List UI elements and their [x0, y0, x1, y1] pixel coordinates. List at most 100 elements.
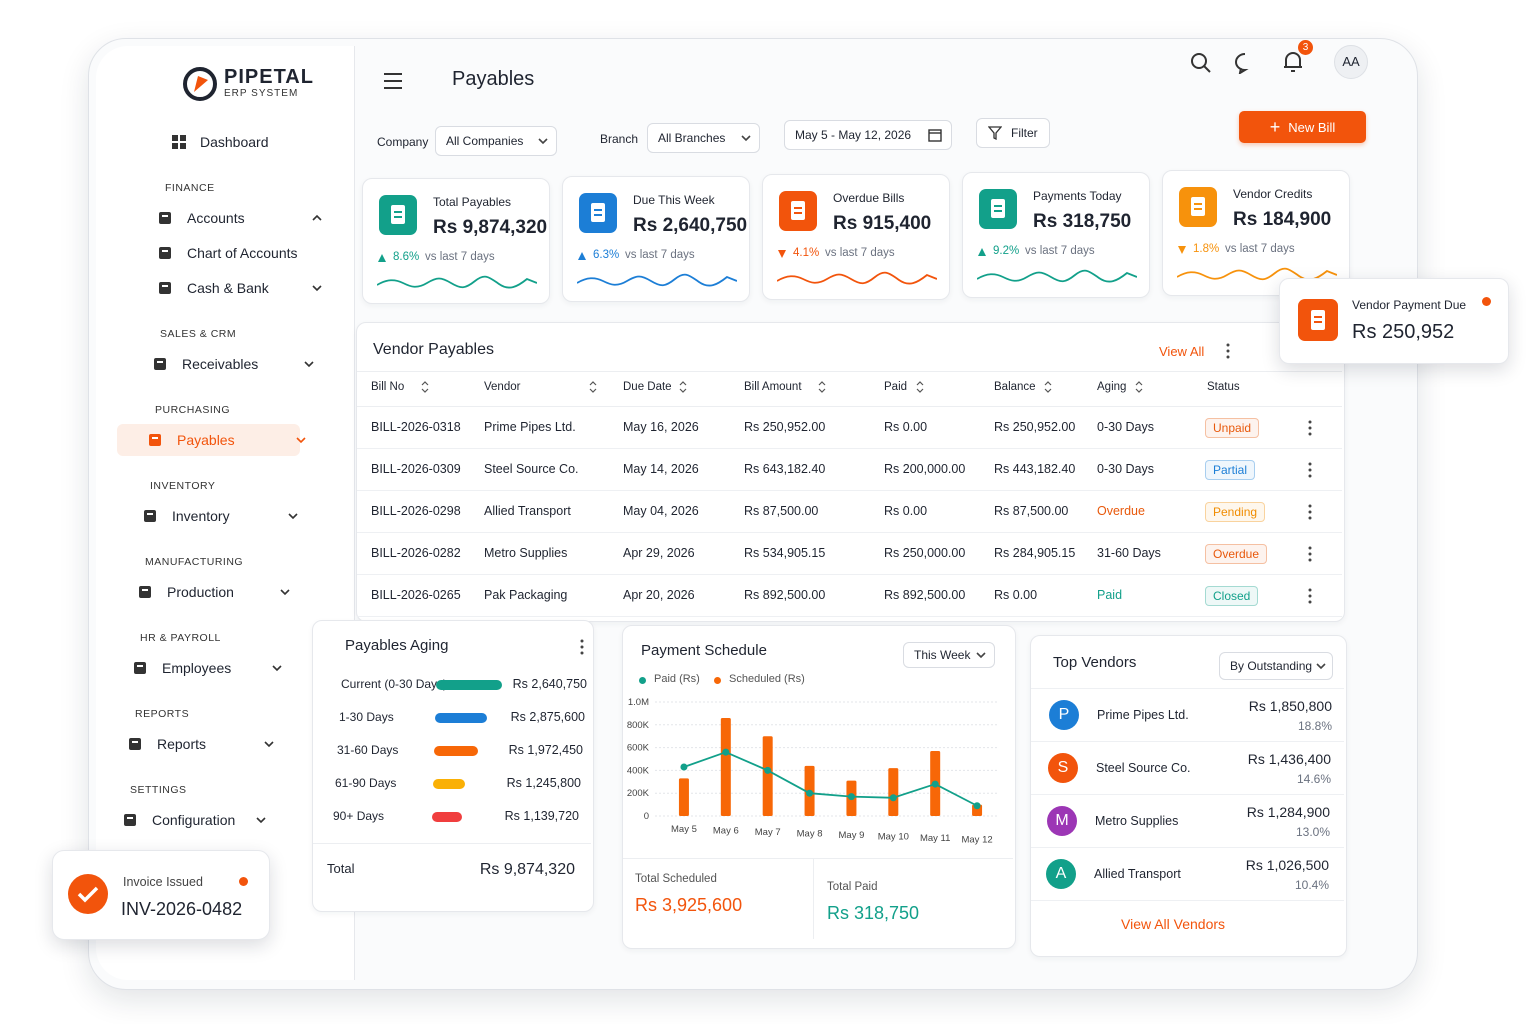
user-avatar[interactable]: AA	[1334, 45, 1368, 79]
view-all-vendors-link[interactable]: View All Vendors	[1121, 916, 1226, 932]
vendor-amount: Rs 1,284,900	[1246, 804, 1330, 820]
row-menu-button[interactable]	[1307, 588, 1313, 604]
button-label: New Bill	[1288, 119, 1336, 135]
table-header-bg	[357, 371, 1342, 407]
nav-icon	[154, 358, 166, 370]
column-header[interactable]: Vendor	[484, 381, 521, 393]
payment-schedule-card: Payment Schedule This Week Paid (Rs) Schedu…	[622, 625, 1016, 949]
more-button[interactable]	[579, 639, 585, 655]
column-header[interactable]: Balance	[994, 381, 1036, 393]
table-cell: Rs 250,952.00	[744, 420, 826, 434]
table-row-divider	[357, 532, 1342, 533]
nav-item[interactable]: Receivables	[182, 356, 259, 372]
legend-marker	[639, 677, 646, 684]
button-label: Filter	[1011, 126, 1038, 140]
kpi-change: 6.3%	[593, 249, 620, 261]
kpi-note: vs last 7 days	[1225, 243, 1295, 255]
search-button[interactable]	[1190, 52, 1212, 74]
trend-arrow	[1178, 246, 1186, 254]
notifications-button[interactable]	[1282, 50, 1304, 74]
nav-icon	[124, 814, 136, 826]
line-point	[680, 763, 688, 771]
row-divider	[1031, 847, 1344, 848]
nav-item[interactable]: Chart of Accounts	[187, 245, 298, 261]
nav-item[interactable]: Production	[167, 584, 234, 600]
view-all-link[interactable]: View All	[1159, 344, 1205, 359]
aging-bar	[436, 680, 502, 690]
nav-item[interactable]: Cash & Bank	[187, 280, 269, 296]
nav-section-heading: MANUFACTURING	[145, 556, 244, 568]
toast-value: INV-2026-0482	[121, 899, 243, 919]
column-header[interactable]: Bill No	[371, 381, 405, 393]
kpi-label: Due This Week	[633, 193, 715, 207]
column-header[interactable]: Status	[1207, 381, 1240, 393]
nav-item[interactable]: Employees	[162, 660, 232, 676]
nav-item[interactable]: Accounts	[187, 210, 245, 226]
row-menu-button[interactable]	[1307, 504, 1313, 520]
nav-item[interactable]: Inventory	[172, 508, 230, 524]
date-range-select[interactable]: May 5 - May 12, 2026	[784, 120, 952, 150]
sort-icon	[1135, 381, 1143, 393]
status-badge: Overdue	[1205, 544, 1268, 564]
row-menu-button[interactable]	[1307, 462, 1313, 478]
line-point	[806, 789, 814, 797]
nav-icon	[159, 282, 171, 294]
summary-value: Rs 3,925,600	[635, 895, 743, 915]
calendar-icon	[928, 129, 942, 142]
sort-icon	[916, 381, 924, 393]
filter-label: Company	[377, 135, 429, 149]
branch-select[interactable]: All Branches	[647, 123, 760, 153]
kpi-card: Due This Week Rs 2,640,750 6.3% vs last 7 d…	[562, 176, 750, 302]
card-title: Top Vendors	[1053, 654, 1137, 671]
table-cell: Apr 29, 2026	[623, 546, 695, 560]
divider	[813, 859, 814, 939]
table-cell: BILL-2026-0265	[371, 588, 461, 602]
kpi-label: Overdue Bills	[833, 191, 905, 205]
nav-section-heading: INVENTORY	[150, 480, 216, 492]
nav-section-heading: HR & PAYROLL	[140, 632, 221, 644]
period-select[interactable]: This Week	[903, 642, 995, 668]
kpi-card: Overdue Bills Rs 915,400 4.1% vs last 7 day…	[762, 174, 950, 300]
new-bill-button[interactable]: + New Bill	[1239, 111, 1366, 143]
column-header[interactable]: Bill Amount	[744, 381, 802, 393]
column-header[interactable]: Due Date	[623, 381, 672, 393]
nav-item[interactable]: Configuration	[152, 812, 236, 828]
kpi-value: Rs 184,900	[1233, 209, 1332, 230]
column-header[interactable]: Paid	[884, 381, 908, 393]
kpi-sparkline	[577, 273, 737, 287]
nav-section-heading: PURCHASING	[155, 404, 231, 416]
company-select[interactable]: All Companies	[435, 126, 557, 156]
vendor-name: Allied Transport	[1094, 867, 1181, 881]
filter-button[interactable]: Filter	[976, 118, 1050, 148]
table-cell: Rs 534,905.15	[744, 546, 826, 560]
nav-item[interactable]: Reports	[157, 736, 207, 752]
status-badge: Unpaid	[1205, 418, 1260, 438]
table-cell: Rs 284,905.15	[994, 546, 1076, 560]
messages-button[interactable]	[1234, 52, 1256, 74]
kpi-value: Rs 915,400	[833, 213, 932, 234]
sort-select[interactable]: By Outstanding	[1219, 652, 1333, 680]
kpi-icon	[579, 193, 617, 233]
more-button[interactable]	[1225, 343, 1231, 359]
chevron-icon	[256, 817, 266, 824]
chevron-icon	[288, 513, 298, 520]
line-point	[889, 794, 897, 802]
aging-cell: Overdue	[1097, 504, 1145, 518]
table-cell: May 14, 2026	[623, 462, 699, 476]
row-menu-button[interactable]	[1307, 420, 1313, 436]
nav-item[interactable]: Payables	[177, 432, 235, 448]
row-menu-button[interactable]	[1307, 546, 1313, 562]
kpi-value: Rs 318,750	[1033, 211, 1132, 232]
column-header[interactable]: Aging	[1097, 381, 1127, 393]
select-value: This Week	[914, 648, 971, 662]
table-cell: BILL-2026-0298	[371, 504, 461, 518]
top-vendors-card: Top Vendors By Outstanding P Prime Pipes Lt…	[1030, 635, 1347, 957]
kpi-sparkline	[1177, 267, 1337, 281]
menu-button[interactable]	[383, 72, 403, 90]
kpi-sparkline	[377, 275, 537, 289]
aging-label: 1-30 Days	[339, 710, 394, 724]
vendor-share: 10.4%	[1294, 878, 1329, 892]
kpi-note: vs last 7 days	[825, 247, 895, 259]
nav-item[interactable]: Dashboard	[200, 134, 269, 150]
toast-icon	[68, 874, 108, 914]
